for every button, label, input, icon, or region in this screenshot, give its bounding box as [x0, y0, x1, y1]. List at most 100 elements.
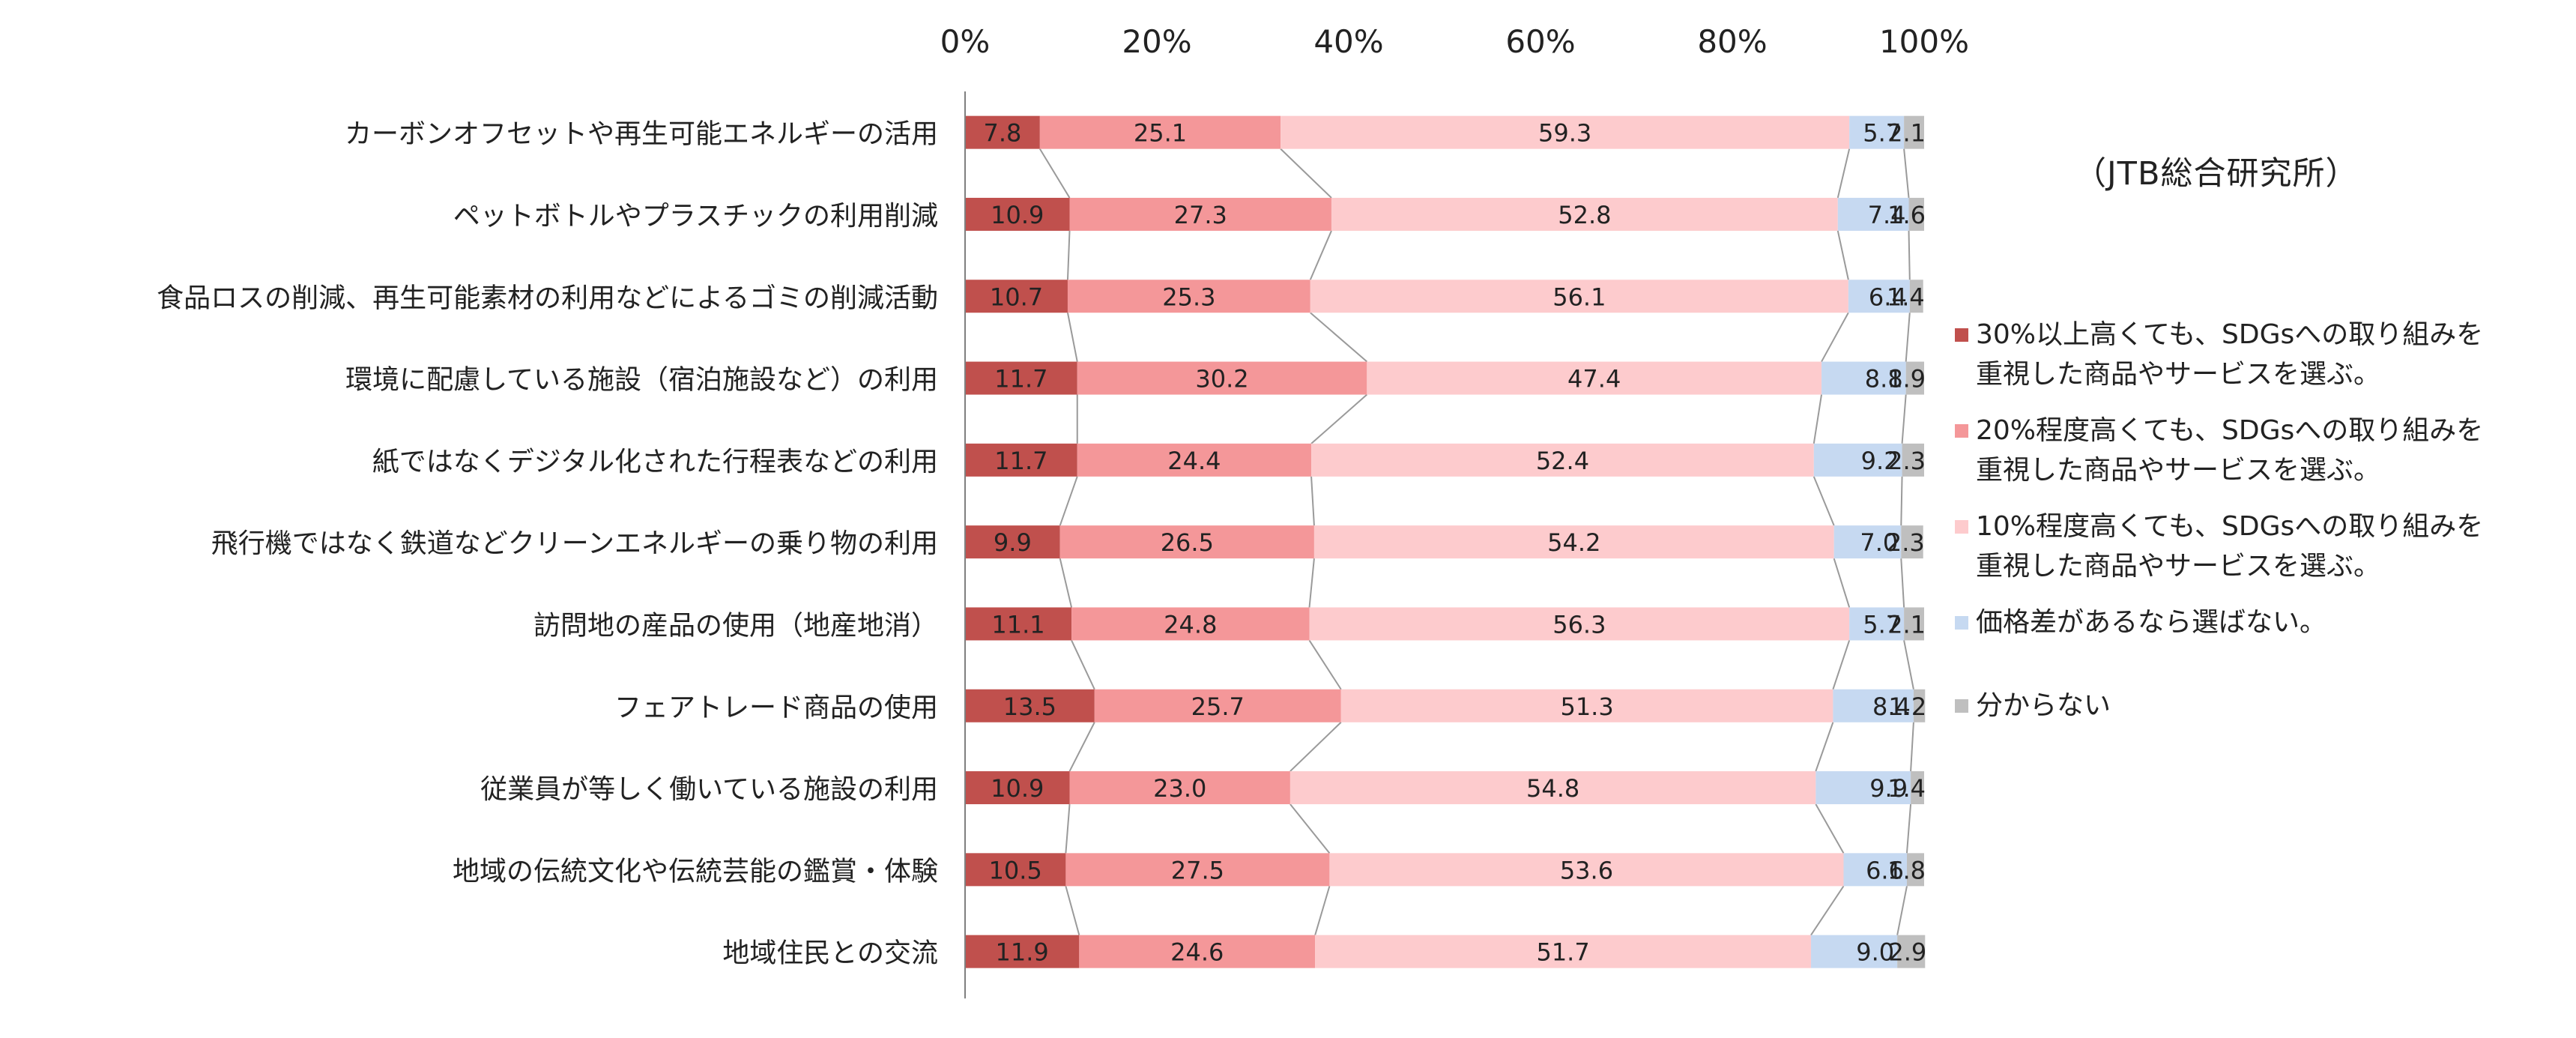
series-line	[1308, 639, 1342, 690]
bar-segment	[965, 853, 1066, 887]
data-label: 7.0	[1860, 528, 1898, 557]
bar-segment	[965, 525, 1060, 559]
series-line	[1310, 393, 1367, 444]
legend: 30%以上高くても、SDGsへの取り組みを 重視した商品やサービスを選ぶ。 20…	[1952, 315, 2566, 742]
series-line	[1059, 558, 1073, 608]
series-line	[1908, 230, 1911, 280]
legend-item-20: 20%程度高くても、SDGsへの取り組みを 重視した商品やサービスを選ぶ。	[1952, 411, 2566, 490]
series-line	[1896, 886, 1908, 935]
legend-label: 分からない	[1976, 690, 2111, 721]
legend-label: 10%程度高くても、SDGsへの取り組みを 重視した商品やサービスを選ぶ。	[1976, 511, 2484, 582]
data-label: 23.0	[1153, 774, 1206, 803]
bar-segment	[1331, 197, 1838, 231]
bar-segment	[965, 771, 1070, 805]
data-label: 9.2	[1861, 447, 1899, 475]
bar-segment	[965, 443, 1077, 477]
bar-segment	[1340, 689, 1833, 722]
series-line	[1900, 476, 1903, 526]
series-line	[1065, 803, 1071, 854]
series-line	[1905, 803, 1912, 854]
category-label: 従業員が等しく働いている施設の利用	[480, 774, 938, 805]
series-line	[1812, 394, 1823, 444]
series-line	[1836, 230, 1849, 280]
bar-segment	[1077, 361, 1367, 395]
data-label: 13.5	[1003, 692, 1056, 721]
series-line	[1833, 558, 1851, 608]
series-line	[1815, 803, 1845, 854]
bar-segment	[1837, 197, 1909, 231]
data-label: 52.4	[1536, 447, 1589, 475]
bar-segment	[1849, 607, 1905, 641]
legend-label: 20%程度高くても、SDGsへの取り組みを 重視した商品やサービスを選ぶ。	[1976, 415, 2484, 486]
legend-label: 30%以上高くても、SDGsへの取り組みを 重視した商品やサービスを選ぶ。	[1976, 319, 2484, 390]
data-label: 52.8	[1558, 201, 1611, 229]
legend-swatch	[1955, 328, 1968, 342]
legend-swatch	[1955, 424, 1968, 438]
bar-segment	[1313, 525, 1834, 559]
bar-segment	[1901, 525, 1923, 559]
category-label: ペットボトルやプラスチックの利用削減	[453, 201, 938, 232]
legend-label: 価格差があるなら選ばない。	[1976, 607, 2327, 638]
category-label: フェアトレード商品の使用	[614, 692, 938, 723]
series-line	[1832, 640, 1851, 690]
data-label: 25.3	[1162, 283, 1215, 311]
data-label: 6.6	[1866, 856, 1904, 884]
series-line	[1310, 476, 1315, 526]
bar-segment	[1289, 771, 1816, 805]
bar-segment	[1077, 443, 1312, 477]
data-label: 27.3	[1174, 201, 1227, 229]
series-line	[1066, 313, 1078, 362]
bar-segment	[1848, 280, 1910, 313]
bar-segment	[1315, 935, 1811, 968]
bar-segment	[1810, 935, 1898, 968]
legend-item-10: 10%程度高くても、SDGsへの取り組みを 重視した商品やサービスを選ぶ。	[1952, 507, 2566, 586]
data-label: 11.7	[994, 365, 1047, 393]
bar-segment	[1833, 525, 1902, 559]
data-label: 30.2	[1195, 365, 1248, 393]
bar-segment	[1329, 853, 1844, 887]
bar-segment	[1913, 689, 1926, 722]
x-tick-label: 40%	[1313, 23, 1383, 60]
bar-segment	[1311, 443, 1814, 477]
bar-segment	[1071, 607, 1310, 641]
data-label: 2.3	[1887, 447, 1926, 475]
data-label: 56.1	[1552, 283, 1606, 311]
data-label: 2.1	[1887, 610, 1926, 639]
data-label: 8.8	[1865, 365, 1903, 393]
data-label: 51.3	[1560, 692, 1613, 721]
data-label: 1.4	[1887, 774, 1926, 803]
series-line	[1314, 886, 1331, 935]
data-label: 11.7	[994, 447, 1047, 475]
data-label: 47.4	[1567, 365, 1621, 393]
series-line	[1903, 640, 1914, 690]
bar-segment	[1902, 443, 1924, 477]
data-label: 1.4	[1887, 283, 1925, 311]
x-tick-label: 80%	[1697, 23, 1767, 60]
bar-segment	[1815, 771, 1911, 805]
data-label: 54.2	[1547, 528, 1600, 557]
bar-segment	[1908, 197, 1924, 231]
data-label: 2.1	[1887, 119, 1926, 148]
bar-segment	[1904, 607, 1924, 641]
data-label: 54.8	[1526, 774, 1579, 803]
legend-swatch	[1955, 699, 1968, 713]
data-label: 24.6	[1170, 938, 1224, 967]
bar-segment	[1065, 853, 1330, 887]
series-line	[1810, 885, 1845, 936]
category-label: 食品ロスの削減、再生可能素材の利用などによるゴミの削減活動	[157, 283, 938, 313]
data-label: 25.1	[1134, 119, 1187, 148]
category-label: 地域の伝統文化や伝統芸能の鑑賞・体験	[453, 856, 938, 887]
data-label: 7.4	[1868, 201, 1906, 229]
category-label: 訪問地の産品の使用（地産地消）	[533, 610, 938, 641]
series-line	[1815, 722, 1834, 772]
data-label: 1.9	[1887, 365, 1926, 393]
data-label: 10.5	[989, 856, 1042, 884]
data-label: 25.7	[1191, 692, 1245, 721]
bar-segment	[1309, 607, 1850, 641]
series-line	[1836, 148, 1851, 199]
series-line	[1905, 313, 1911, 362]
data-label: 27.5	[1171, 856, 1224, 884]
series-line	[1068, 722, 1095, 772]
category-label: 飛行機ではなく鉄道などクリーンエネルギーの乗り物の利用	[211, 528, 938, 559]
